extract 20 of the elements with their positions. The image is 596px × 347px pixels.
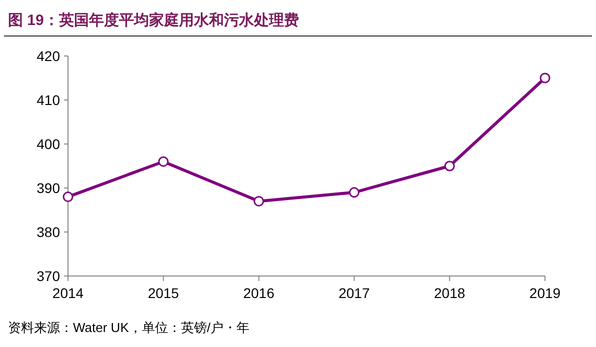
y-tick-label: 370	[36, 268, 60, 284]
x-tick-label: 2018	[434, 285, 466, 301]
y-tick-label: 410	[36, 92, 60, 108]
point	[444, 160, 455, 172]
x-tick-label: 2016	[243, 285, 275, 301]
y-tick-label: 420	[36, 48, 60, 64]
text: 资料来源：Water UK，单位：英镑/户・年	[8, 320, 250, 335]
x-tick-label: 2014	[52, 285, 84, 301]
x-tick-label: 2017	[338, 285, 370, 301]
y-tick-label: 400	[36, 136, 60, 152]
point	[540, 72, 550, 84]
y-tick-label: 380	[36, 224, 60, 240]
point	[348, 187, 360, 198]
point	[158, 156, 169, 167]
x-tick-label: 2015	[148, 285, 180, 301]
y-tick-label: 390	[36, 180, 60, 196]
point	[62, 192, 74, 202]
point	[254, 196, 264, 206]
chart-title: 图 19：英国年度平均家庭用水和污水处理费	[8, 11, 299, 29]
x-tick-label: 2019	[529, 285, 561, 301]
